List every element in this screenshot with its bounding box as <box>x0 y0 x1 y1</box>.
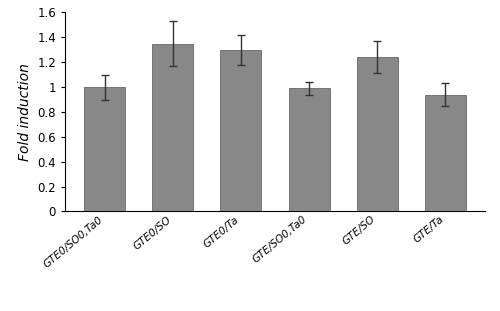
Y-axis label: Fold induction: Fold induction <box>18 63 32 161</box>
Bar <box>220 50 262 211</box>
Bar <box>288 88 330 211</box>
Bar <box>152 44 193 211</box>
Bar <box>357 57 398 211</box>
Bar <box>84 87 125 211</box>
Bar <box>425 95 466 211</box>
